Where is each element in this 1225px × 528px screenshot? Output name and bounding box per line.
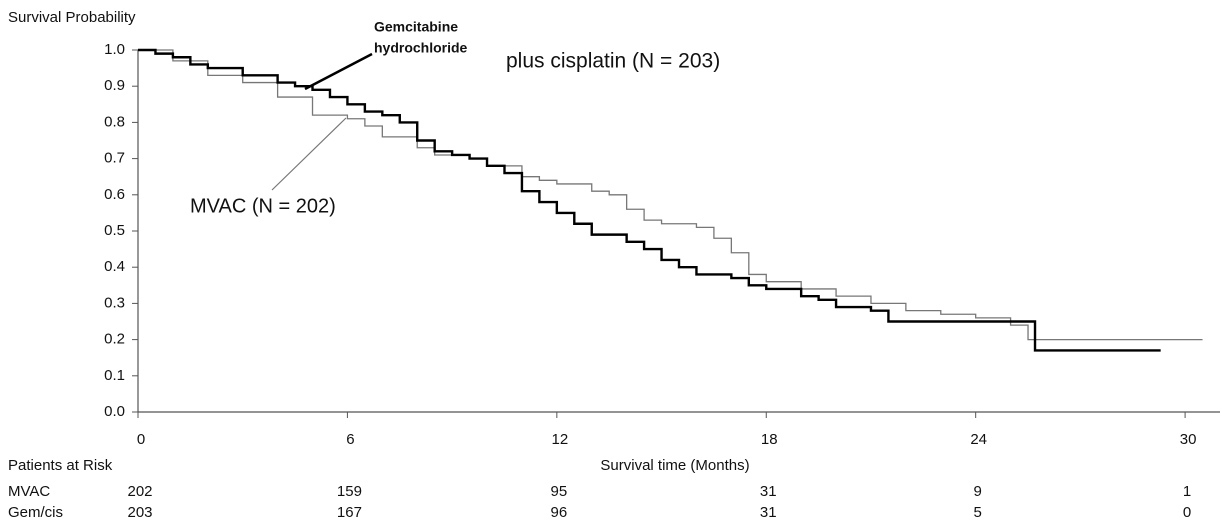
- risk-count: 203: [127, 504, 152, 521]
- risk-count: 167: [337, 504, 362, 521]
- risk-count: 1: [1183, 483, 1191, 500]
- leader-line: [304, 52, 373, 91]
- risk-table-title: Patients at Risk: [8, 457, 113, 474]
- annotation: hydrochloride: [374, 40, 468, 56]
- risk-count: 202: [127, 483, 152, 500]
- annotation: MVAC (N = 202): [190, 195, 336, 217]
- risk-row-label: MVAC: [8, 483, 50, 500]
- x-tick-label: 30: [1180, 431, 1197, 448]
- risk-count: 95: [550, 483, 567, 500]
- survival-curve: [138, 48, 1161, 352]
- risk-count: 96: [550, 504, 567, 521]
- y-tick-label: 0.1: [104, 367, 125, 384]
- y-tick-label: 0.4: [104, 258, 125, 275]
- y-tick-label: 0.7: [104, 150, 125, 167]
- risk-count: 9: [974, 483, 982, 500]
- x-tick-label: 12: [551, 431, 568, 448]
- y-axis-title: Survival Probability: [8, 9, 136, 26]
- y-tick-label: 0.6: [104, 186, 125, 203]
- y-tick-label: 0.9: [104, 77, 125, 94]
- x-tick-label: 18: [761, 431, 778, 448]
- x-tick-label: 0: [137, 431, 145, 448]
- y-tick-label: 0.2: [104, 331, 125, 348]
- y-tick-label: 1.0: [104, 41, 125, 58]
- risk-count: 31: [760, 504, 777, 521]
- annotation: plus cisplatin (N = 203): [506, 50, 720, 73]
- y-tick-label: 0.3: [104, 294, 125, 311]
- y-tick-label: 0.0: [104, 403, 125, 420]
- survival-curve: [138, 49, 1203, 341]
- x-tick-label: 24: [970, 431, 987, 448]
- risk-row-label: Gem/cis: [8, 504, 63, 521]
- risk-count: 5: [974, 504, 982, 521]
- risk-count: 31: [760, 483, 777, 500]
- x-tick-label: 6: [346, 431, 354, 448]
- annotation: Gemcitabine: [374, 19, 458, 35]
- risk-count: 0: [1183, 504, 1191, 521]
- y-tick-label: 0.5: [104, 222, 125, 239]
- y-tick-label: 0.8: [104, 113, 125, 130]
- x-axis-title: Survival time (Months): [600, 457, 749, 474]
- leader-line: [271, 117, 347, 191]
- risk-count: 159: [337, 483, 362, 500]
